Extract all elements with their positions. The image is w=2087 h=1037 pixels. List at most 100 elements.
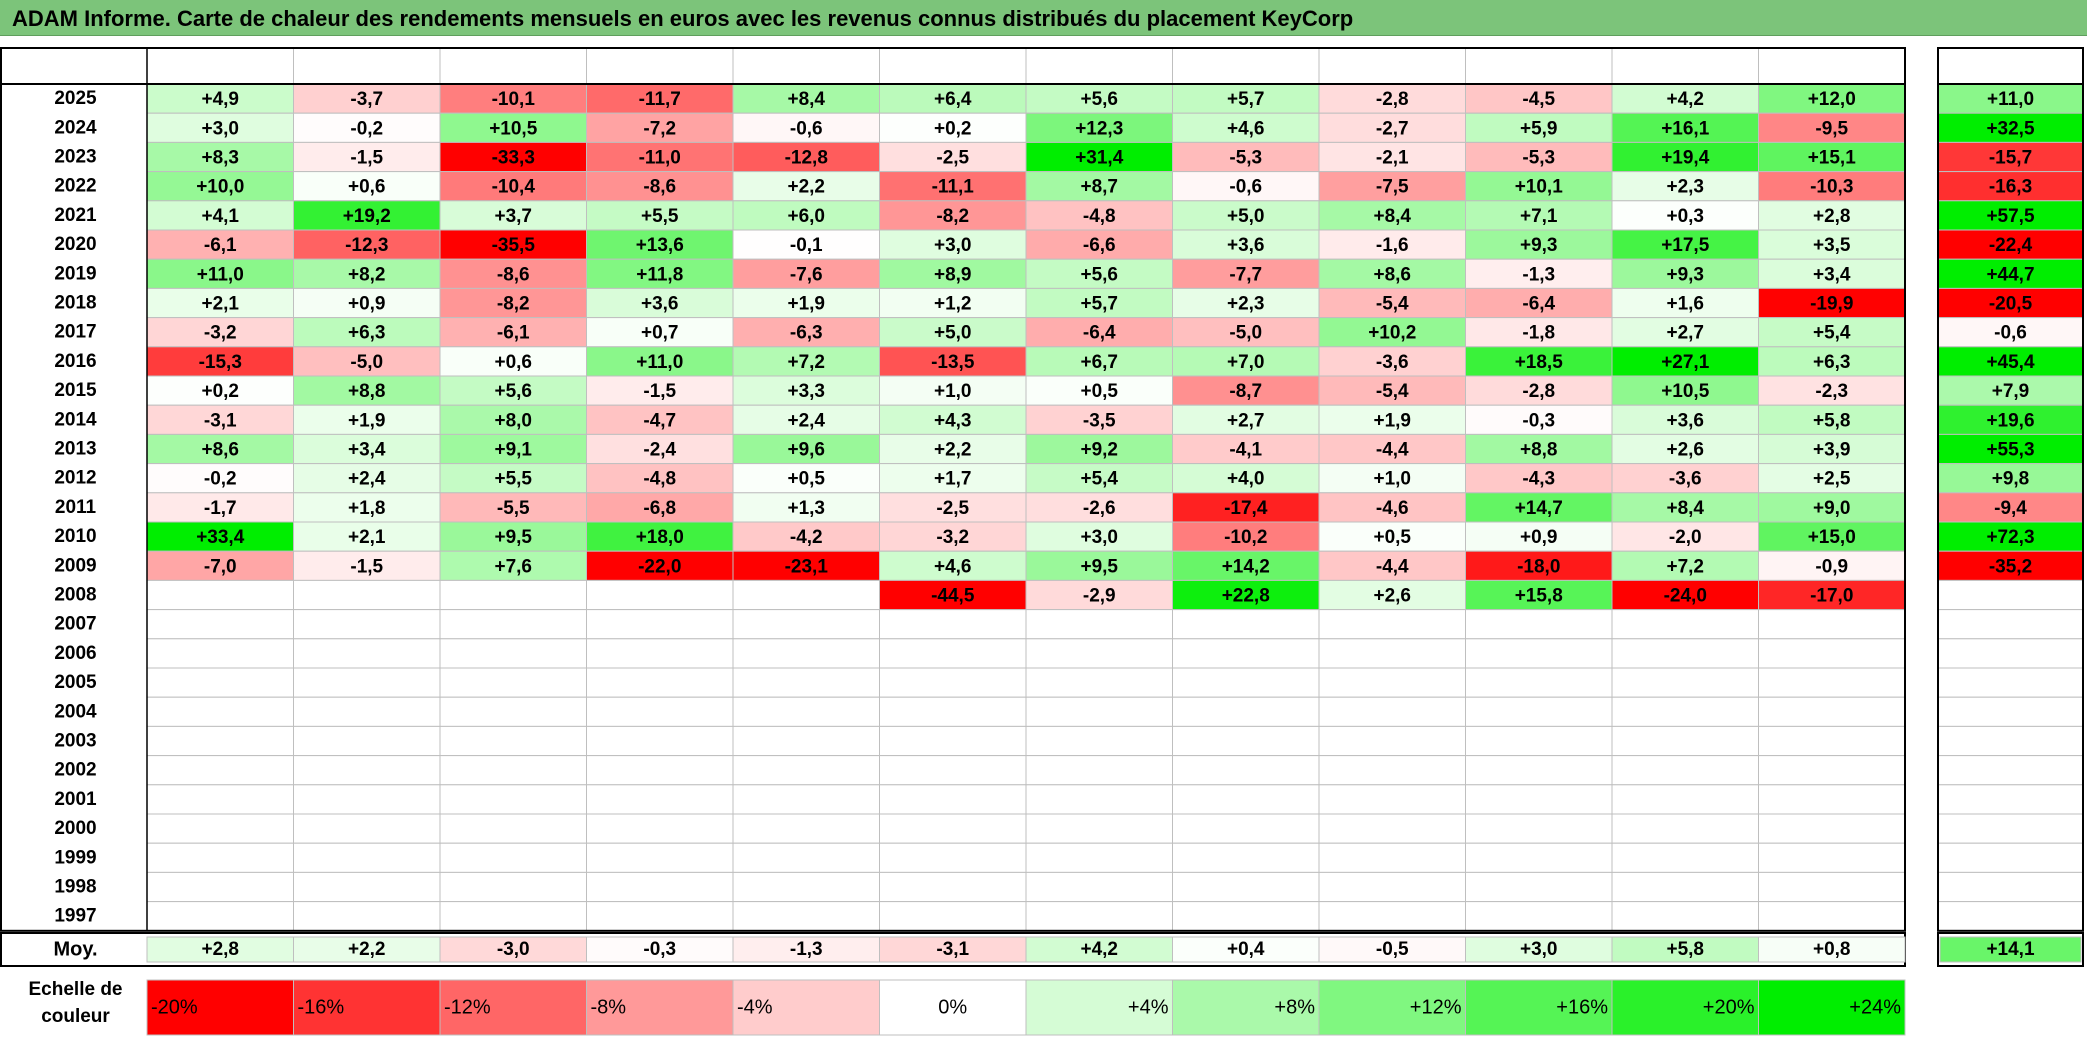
heat-cell: [293, 258, 441, 289]
heat-cell-value: +3,0: [1080, 527, 1118, 548]
heat-cell-value: -2,9: [1083, 586, 1116, 607]
heat-cell-value: -2,7: [1376, 118, 1409, 139]
heat-cell: [732, 638, 880, 669]
heat-cell-value: -4,6: [1376, 498, 1409, 519]
heat-cell-value: +17,5: [1661, 235, 1710, 256]
heat-cell: [1465, 521, 1613, 552]
heat-cell-value: +11,8: [636, 264, 683, 285]
heat-cell: [293, 667, 441, 698]
heat-cell-value: -3,6: [1669, 469, 1702, 490]
heat-cell-value: +5,0: [934, 323, 972, 344]
heat-cell-value: +9,3: [1520, 235, 1558, 256]
year-label: 2022: [54, 176, 96, 197]
heat-cell-value: -7,2: [643, 118, 676, 139]
year-row: 2024 +3,0 -0,2 +10,5 -7,2 -0,6 +0,2 +12,3 +4,6 -2…: [54, 112, 2084, 143]
heat-cell-value: -8,6: [643, 177, 676, 198]
heat-cell-value: -4,7: [643, 410, 676, 431]
heat-cell-value: -6,6: [1083, 235, 1116, 256]
heat-cell: [439, 317, 587, 348]
color-scale-value: -16%: [298, 997, 345, 1019]
heat-cell: [1172, 755, 1320, 786]
heat-cell: [1172, 83, 1320, 114]
annual-cell: [1937, 871, 2084, 903]
heat-cell: [1465, 550, 1613, 581]
heat-cell: [586, 755, 734, 786]
heat-cell-value: +4,3: [934, 410, 972, 431]
annual-cell-value: -9,4: [1994, 498, 2027, 519]
heat-cell-value: +14,7: [1515, 498, 1563, 519]
heat-cell-value: +4,0: [1227, 469, 1265, 490]
heat-cell: [1025, 638, 1173, 669]
heat-cell: [1318, 725, 1466, 757]
heat-cell: [586, 346, 734, 377]
heat-cell: [439, 171, 587, 202]
heat-cell: [1611, 667, 1759, 698]
chart-title: ADAM Informe. Carte de chaleur des rende…: [12, 6, 1354, 31]
heat-cell-value: +2,5: [1813, 469, 1851, 490]
color-scale-swatch: [586, 979, 734, 1036]
heat-cell-value: -10,1: [492, 89, 536, 110]
heat-cell: [879, 696, 1027, 727]
heat-cell: [1318, 813, 1466, 844]
heat-cell-value: -7,5: [1376, 177, 1409, 198]
heat-cell: [732, 492, 880, 523]
heat-cell: [1758, 141, 1906, 173]
year-label: 2008: [54, 585, 96, 606]
heat-cell-value: +3,3: [787, 381, 825, 402]
heat-cell-value: +6,3: [348, 323, 386, 344]
year-label: 2016: [54, 351, 96, 372]
heat-cell: [293, 696, 441, 727]
heat-cell: [439, 200, 587, 231]
color-scale-swatch: [1025, 979, 1173, 1036]
annual-cell: [1937, 492, 2084, 523]
month-header-cell: [879, 47, 1027, 85]
heat-cell: [1025, 609, 1173, 640]
heat-cell-value: -6,8: [643, 498, 676, 519]
month-header-cell: [1172, 47, 1320, 85]
heat-cell-value: -4,4: [1376, 556, 1409, 577]
heat-cell-value: -2,4: [643, 440, 676, 461]
heat-cell: [1758, 755, 1906, 786]
average-cell-value: +4,2: [1080, 939, 1118, 960]
heat-cell: [1025, 112, 1173, 143]
heat-cell-value: -4,5: [1522, 89, 1555, 110]
heat-cell-value: +5,5: [641, 206, 679, 227]
average-cell-value: +5,8: [1666, 939, 1704, 960]
heat-cell: [146, 579, 294, 611]
heat-cell: [293, 463, 441, 494]
annual-cell-value: -22,4: [1989, 235, 2033, 256]
heat-cell: [732, 871, 880, 903]
heat-cell: [1465, 287, 1613, 319]
annual-cell: [1937, 521, 2084, 552]
heat-cell: [1465, 346, 1613, 377]
heat-cell: [1758, 258, 1906, 289]
heat-cell-value: +10,5: [1661, 381, 1710, 402]
heat-cell-value: -7,6: [790, 264, 823, 285]
annual-cell-value: -35,2: [1989, 556, 2032, 577]
heat-cell-value: -6,4: [1083, 323, 1116, 344]
heat-cell: [439, 725, 587, 757]
heat-cell-value: -3,5: [1083, 410, 1116, 431]
heat-cell: [1172, 871, 1320, 903]
heat-cell: [1172, 287, 1320, 319]
heat-cell-value: -9,5: [1815, 118, 1848, 139]
heat-cell-value: -12,3: [345, 235, 388, 256]
month-header-cell: [1318, 47, 1466, 85]
heat-cell: [1172, 375, 1320, 406]
heat-cell: [146, 901, 294, 932]
heat-cell: [1758, 112, 1906, 143]
heat-cell: [586, 813, 734, 844]
heat-cell: [146, 696, 294, 727]
heat-cell-value: +5,6: [494, 381, 532, 402]
annual-cell-value: +72,3: [1986, 527, 2034, 548]
heat-cell-value: -1,6: [1376, 235, 1409, 256]
heat-cell: [1758, 433, 1906, 465]
heat-cell-value: +22,8: [1222, 586, 1270, 607]
heat-cell-value: -0,6: [1229, 177, 1262, 198]
heat-cell: [1465, 433, 1613, 465]
heat-cell: [732, 901, 880, 932]
heat-cell: [1025, 258, 1173, 289]
heat-cell-value: +5,7: [1227, 89, 1265, 110]
heat-cell: [1318, 871, 1466, 903]
